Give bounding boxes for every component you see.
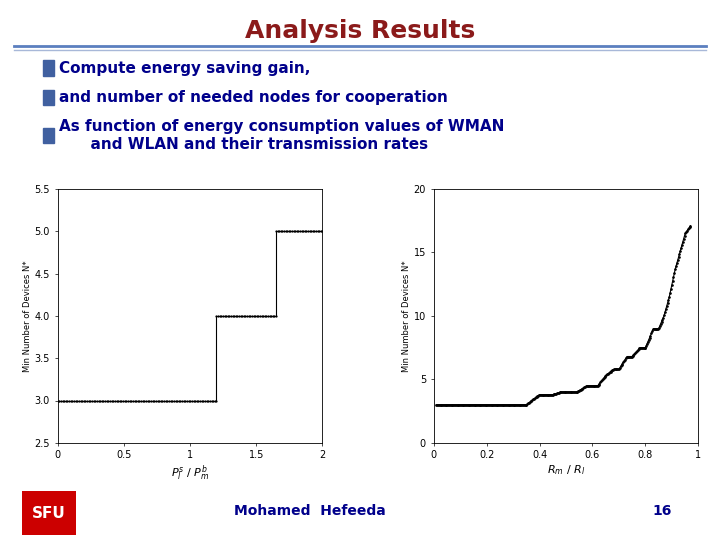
Y-axis label: Min Number of Devices N*: Min Number of Devices N*	[23, 260, 32, 372]
Text: Analysis Results: Analysis Results	[245, 19, 475, 43]
Text: 16: 16	[653, 504, 672, 518]
X-axis label: $P_l^s \ / \ P_m^b$: $P_l^s \ / \ P_m^b$	[171, 463, 210, 483]
X-axis label: $R_m \ / \ R_l$: $R_m \ / \ R_l$	[546, 463, 585, 477]
Y-axis label: Min Number of Devices N*: Min Number of Devices N*	[402, 260, 411, 372]
Text: Compute energy saving gain,: Compute energy saving gain,	[59, 60, 310, 76]
Text: Mohamed  Hefeeda: Mohamed Hefeeda	[234, 504, 385, 518]
Text: SFU: SFU	[32, 505, 66, 521]
Text: and number of needed nodes for cooperation: and number of needed nodes for cooperati…	[59, 90, 448, 105]
Text: As function of energy consumption values of WMAN
      and WLAN and their transm: As function of energy consumption values…	[59, 119, 505, 152]
